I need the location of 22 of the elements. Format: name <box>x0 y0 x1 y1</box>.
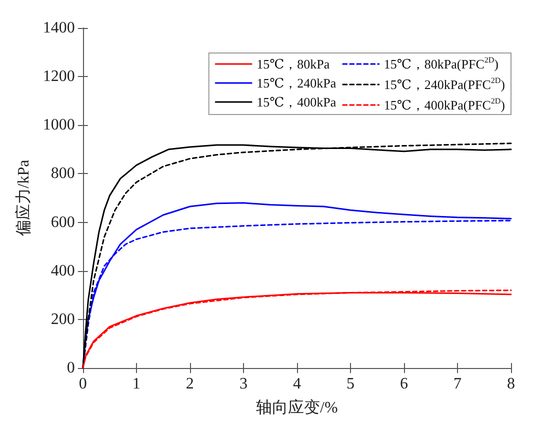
legend-label: 15℃，240kPa <box>256 76 336 90</box>
x-axis-title: 轴向应变/% <box>256 398 338 416</box>
y-axis-title: 偏应力/kPa <box>14 160 32 236</box>
x-tick-label: 0 <box>78 376 87 392</box>
x-tick-label: 5 <box>346 376 354 392</box>
y-tick-label: 1200 <box>42 68 75 86</box>
x-tick-label: 4 <box>292 376 301 392</box>
y-tick-label: 1000 <box>42 116 75 134</box>
x-tick-label: 8 <box>507 376 515 392</box>
x-tick-label: 6 <box>400 376 408 392</box>
x-tick-label: 7 <box>453 376 462 392</box>
legend-label: 15℃，80kPa <box>256 56 330 72</box>
y-tick-label: 1400 <box>42 20 75 36</box>
x-tick-label: 1 <box>132 376 140 392</box>
x-tick-label: 2 <box>186 376 194 392</box>
y-tick-label: 0 <box>66 360 75 376</box>
y-tick-label: 800 <box>50 165 75 182</box>
x-tick-label: 3 <box>239 376 248 392</box>
y-tick-label: 200 <box>50 310 75 328</box>
y-tick-label: 400 <box>50 262 75 280</box>
legend-label: 15℃，400kPa <box>256 94 336 110</box>
y-tick-label: 600 <box>50 214 75 231</box>
